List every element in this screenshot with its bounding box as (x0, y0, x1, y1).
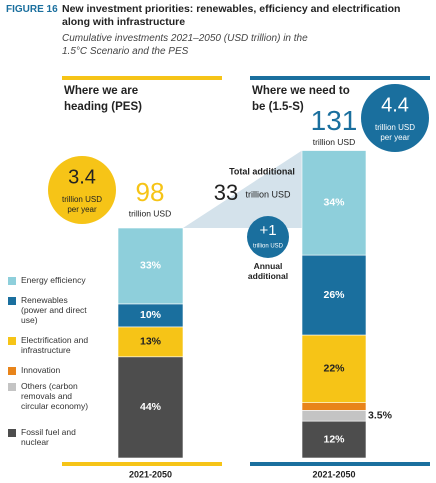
subtitle: Cumulative investments 2021–2050 (USD tr… (62, 33, 308, 57)
axis-rule (62, 462, 222, 466)
bar-segment (301, 254, 367, 336)
legend-label: Renewables (power and direct use) (21, 295, 87, 325)
annual-badge (361, 84, 429, 152)
bar-segment (117, 326, 184, 358)
additional-unit: trillion USD (245, 189, 291, 199)
legend-swatch (8, 337, 16, 345)
additional-value: 33 (214, 180, 238, 205)
annual-additional-unit: trillion USD (253, 244, 284, 250)
legend-item: Innovation (8, 365, 108, 376)
annual-additional-line: additional (248, 271, 288, 281)
segment-label: 22% (323, 363, 345, 375)
segment-label: 44% (140, 401, 162, 413)
title: New investment priorities: renewables, e… (62, 3, 401, 28)
legend-swatch (8, 297, 16, 305)
legend-item: Energy efficiency (8, 275, 108, 286)
header-rule (62, 76, 222, 80)
header-rule (250, 76, 430, 80)
figure-label: FIGURE 16 (6, 4, 58, 15)
annual-value: 3.4 (68, 166, 96, 188)
legend-item: Renewables (power and direct use) (8, 295, 108, 325)
segment-label: 12% (323, 433, 345, 445)
legend-label: Fossil fuel and nuclear (21, 427, 76, 447)
segment-label: 13% (140, 336, 162, 348)
legend-label: Others (carbon removals and circular eco… (21, 381, 89, 411)
legend-swatch (8, 383, 16, 391)
x-tick-label: 2021-2050 (129, 469, 172, 479)
segment-label: 10% (140, 309, 162, 321)
annual-text: trillion USD per year (375, 123, 415, 142)
total-unit: trillion USD (129, 208, 172, 218)
segment-label: 33% (140, 260, 162, 272)
total-unit: trillion USD (313, 137, 356, 147)
bar-segment (301, 150, 367, 256)
annual-text-line: trillion USD (375, 123, 415, 132)
x-tick-label: 2021-2050 (312, 469, 355, 479)
total-value: 98 (136, 177, 165, 207)
annual-text-line: trillion USD (62, 195, 102, 204)
bar-segment (301, 420, 367, 459)
annual-text: trillion USD per year (62, 195, 102, 214)
annual-text-line: per year (380, 133, 410, 142)
segment-label: 34% (323, 197, 345, 209)
legend-item: Fossil fuel and nuclear (8, 427, 108, 448)
legend-label: Electrification and infrastructure (21, 335, 89, 355)
additional-band (183, 150, 302, 228)
bar-segment (117, 227, 184, 305)
annual-additional-line: Annual (254, 261, 283, 271)
legend-label: Energy efficiency (21, 275, 86, 285)
legend-swatch (8, 367, 16, 375)
column-header: Where we need to be (1.5-S) (252, 85, 350, 113)
annual-badge (48, 156, 116, 224)
legend-item: Others (carbon removals and circular eco… (8, 381, 108, 411)
column-header: Where we are heading (PES) (64, 85, 142, 113)
axis-rule (250, 462, 430, 466)
annual-text-line: per year (67, 205, 97, 214)
additional-heading: Total additional (229, 166, 295, 176)
legend-swatch (8, 429, 16, 437)
segment-label: 3.5% (368, 410, 393, 422)
annual-value: 4.4 (381, 94, 409, 116)
legend-label: Innovation (21, 365, 61, 375)
bar-segment (117, 356, 184, 459)
legend-item: Electrification and infrastructure (8, 335, 108, 356)
legend-swatch (8, 277, 16, 285)
bar-segment (301, 410, 367, 422)
annual-additional-badge (247, 216, 289, 258)
annual-additional-text: Annual additional (248, 261, 288, 281)
bar-segment (301, 334, 367, 403)
total-value: 131 (311, 105, 358, 136)
annual-additional-value: +1 (259, 222, 276, 239)
segment-label: 26% (323, 289, 345, 301)
